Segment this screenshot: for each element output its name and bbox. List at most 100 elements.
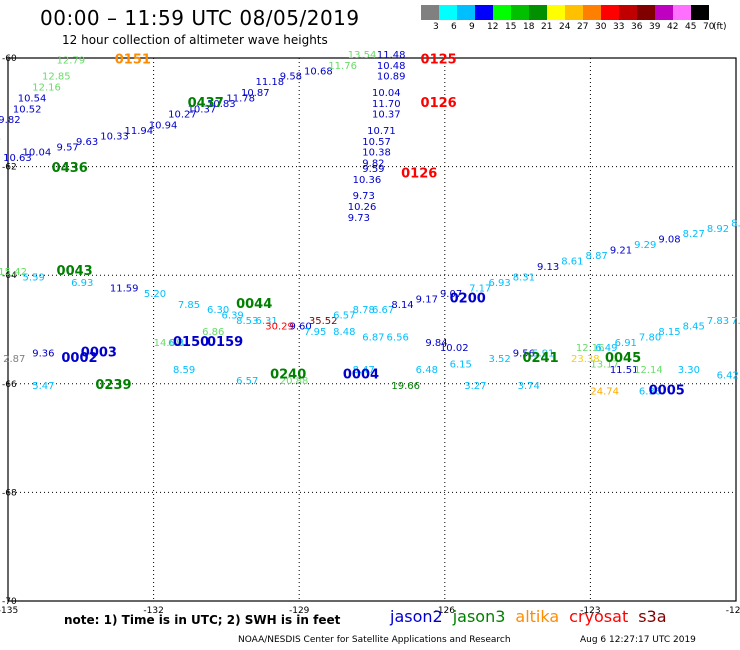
swh-value: 6.91 (615, 338, 637, 349)
pass-time-label: 0003 (81, 346, 117, 361)
swh-value: 10.04 (23, 148, 52, 159)
color-swatch (601, 5, 619, 20)
pass-time-label: 0045 (605, 351, 641, 366)
swh-value: 5.20 (144, 289, 166, 300)
swh-value: 10.37 (372, 110, 401, 121)
pass-time-label: 0043 (57, 264, 93, 279)
color-scale-tick: 6 (451, 22, 457, 32)
legend-entry-jason2: jason2 (390, 607, 443, 626)
pass-time-label: 0151 (115, 52, 151, 67)
color-swatch (511, 5, 529, 20)
swh-value: 8.59 (173, 365, 195, 376)
swh-value: 8.47 (353, 365, 375, 376)
swh-value: 9.82 (0, 115, 21, 126)
lat-tick-label: -66 (2, 380, 17, 390)
swh-value: 6.93 (488, 278, 510, 289)
color-swatch (673, 5, 691, 20)
swh-value: 10.94 (149, 121, 178, 132)
pass-time-label: 0044 (236, 297, 272, 312)
swh-value: 9.29 (634, 240, 656, 251)
swh-value: 9.08 (658, 235, 680, 246)
color-swatch (619, 5, 637, 20)
color-scale-tick: 21 (541, 22, 553, 32)
swh-value: 20.88 (280, 376, 309, 387)
swh-value: 14.08 (154, 338, 183, 349)
swh-value: 12.85 (42, 72, 71, 83)
swh-value: 6.42 (717, 370, 739, 381)
swh-value: 8.15 (658, 327, 680, 338)
swh-value: 3.27 (464, 381, 486, 392)
lat-tick-label: -64 (2, 271, 17, 281)
swh-value: 2.87 (3, 354, 25, 365)
swh-value: 13.17 (590, 360, 619, 371)
swh-value: 23.38 (571, 354, 600, 365)
pass-time-label: 0126 (421, 96, 457, 111)
swh-value: 11.18 (256, 77, 285, 88)
color-swatch (421, 5, 439, 20)
swh-value: 7.85 (178, 300, 200, 311)
lon-tick-label: -132 (143, 606, 163, 616)
satellite-legend: jason2 jason3 altika cryosat s3a (390, 607, 677, 626)
swh-value: 7.17 (731, 316, 740, 327)
swh-value: 3.30 (678, 365, 700, 376)
color-scale-bar (421, 5, 709, 20)
pass-time-label: 0125 (421, 52, 457, 67)
swh-value: 11.76 (328, 61, 357, 72)
swh-value: 6.15 (450, 360, 472, 371)
swh-value: 24.74 (590, 387, 619, 398)
color-scale-tick: 45 (685, 22, 697, 32)
color-scale-tick: 9 (469, 22, 475, 32)
swh-value: 8.78 (353, 305, 375, 316)
swh-value: 9.63 (76, 137, 98, 148)
color-scale-tick: 15 (505, 22, 517, 32)
color-scale-tick: 70 (703, 22, 715, 32)
swh-value: 12.79 (57, 55, 86, 66)
pass-time-label: 0005 (649, 384, 685, 399)
map-gridlines (8, 58, 736, 601)
swh-value: 9.73 (348, 213, 370, 224)
pass-time-label: 0004 (343, 367, 379, 382)
swh-value: 10.37 (188, 104, 217, 115)
swh-value: 6.87 (362, 332, 384, 343)
swh-value: 10.89 (377, 72, 406, 83)
legend-entry-s3a: s3a (638, 607, 667, 626)
map-frame (7, 57, 737, 602)
swh-value: 9.56 (513, 349, 535, 360)
timestamp: Aug 6 12:27:17 UTC 2019 (580, 635, 696, 645)
swh-value: 10.27 (168, 110, 197, 121)
swh-value: 10.68 (304, 66, 333, 77)
swh-value: 9.84 (425, 338, 447, 349)
pass-time-label: 0126 (401, 166, 437, 181)
swh-value: 12.16 (32, 83, 61, 94)
swh-value: 10.63 (3, 153, 32, 164)
map-subtitle: 12 hour collection of altimeter wave hei… (62, 33, 328, 47)
lat-tick-label: -60 (2, 54, 17, 64)
lat-tick-label: -70 (2, 597, 17, 607)
pass-time-label: 0437 (188, 96, 224, 111)
swh-value: 8.87 (586, 251, 608, 262)
color-scale-tick: 24 (559, 22, 571, 32)
swh-value: 9.82 (362, 159, 384, 170)
swh-value: 8.14 (391, 300, 413, 311)
color-swatch (637, 5, 655, 20)
swh-value: 15.42 (0, 267, 27, 278)
swh-value: 13.54 (348, 50, 377, 61)
color-scale-tick: 18 (523, 22, 535, 32)
map-tick-labels: -135 -132 -129 -126 -123 -120 -60 -62 -64 -66 -68 -… (0, 54, 740, 616)
color-swatch (655, 5, 673, 20)
color-scale-tick: 33 (613, 22, 625, 32)
swh-value: 10.71 (367, 126, 396, 137)
color-swatch (439, 5, 457, 20)
swh-value: 8.50 (731, 218, 740, 229)
swh-value: 7.17 (469, 283, 491, 294)
swh-value: 12.16 (576, 343, 605, 354)
swh-value: 10.26 (348, 202, 377, 213)
lon-tick-label: -135 (0, 606, 18, 616)
swh-value: 6.8 (168, 338, 184, 349)
swh-value: 9.73 (353, 191, 375, 202)
color-scale-tick: 27 (577, 22, 589, 32)
legend-entry-jason3: jason3 (452, 607, 506, 626)
swh-value: 30.29 (265, 322, 294, 333)
legend-entry-altika: altika (515, 607, 560, 626)
